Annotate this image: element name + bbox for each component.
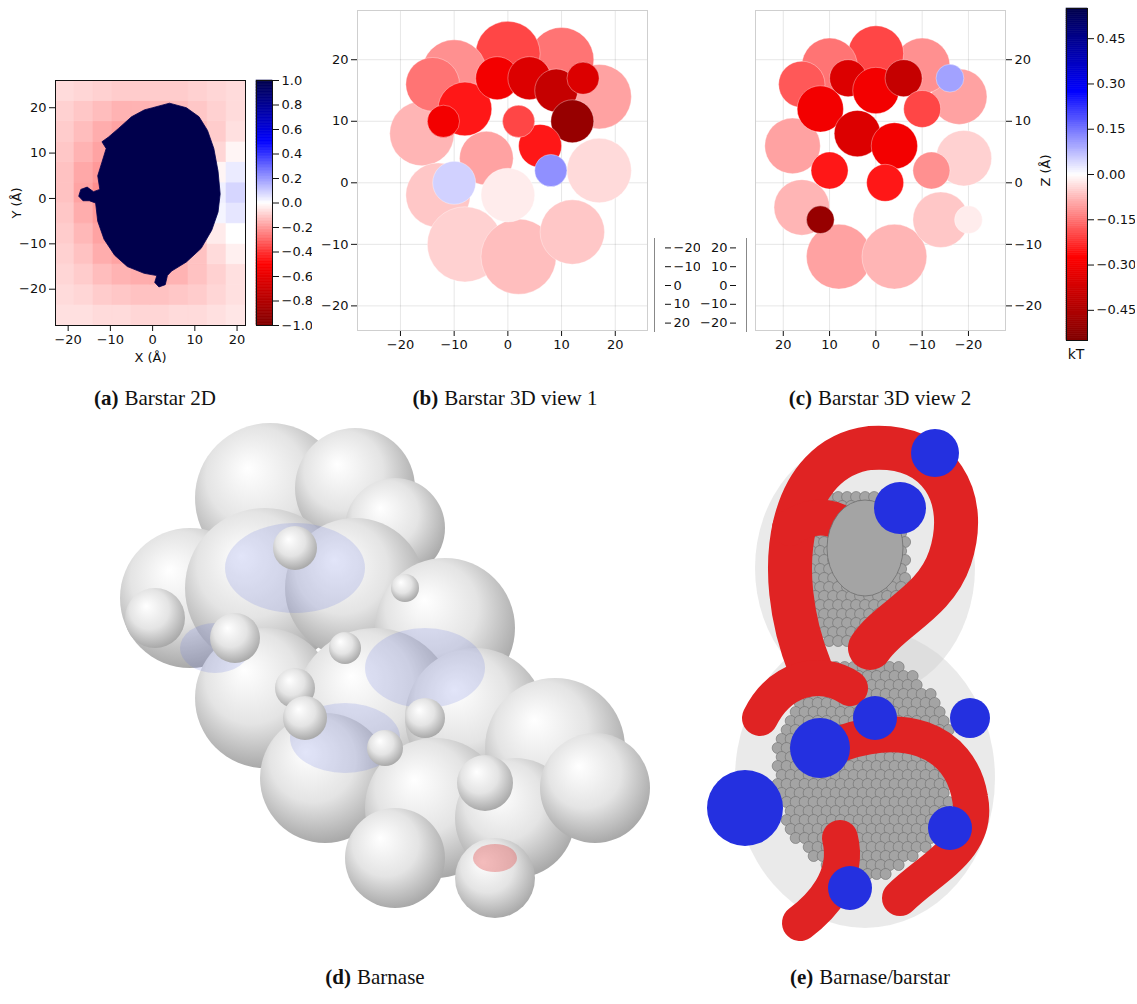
svg-text:0.0: 0.0 [282, 195, 303, 210]
svg-text:20: 20 [332, 52, 349, 67]
svg-text:−0.8: −0.8 [282, 293, 313, 308]
svg-text:20: 20 [229, 332, 246, 347]
svg-text:0: 0 [674, 278, 682, 293]
svg-text:0.00: 0.00 [1097, 167, 1126, 182]
svg-text:0: 0 [340, 175, 348, 190]
svg-text:0.15: 0.15 [1097, 121, 1126, 136]
svg-text:−10: −10 [321, 237, 348, 252]
svg-text:−20: −20 [700, 315, 727, 330]
svg-text:10: 10 [30, 145, 47, 160]
svg-text:0: 0 [148, 332, 156, 347]
svg-text:−20: −20 [955, 337, 982, 352]
svg-text:−10: −10 [908, 337, 935, 352]
svg-text:−20: −20 [674, 240, 701, 255]
svg-text:−20: −20 [321, 298, 348, 313]
svg-text:0: 0 [1015, 175, 1023, 190]
svg-text:−0.6: −0.6 [282, 269, 313, 284]
svg-text:20: 20 [775, 337, 792, 352]
svg-text:20: 20 [30, 100, 47, 115]
svg-text:20: 20 [1015, 52, 1032, 67]
svg-text:0.6: 0.6 [282, 122, 303, 137]
svg-text:−20: −20 [54, 332, 81, 347]
html-text:(e) Barnase/barstar: (e) Barnase/barstar [790, 965, 950, 989]
svg-text:0.4: 0.4 [282, 146, 303, 161]
svg-text:−0.4: −0.4 [282, 244, 313, 259]
html-text:kT: kT [1067, 346, 1085, 362]
svg-text:20: 20 [711, 240, 728, 255]
svg-text:0: 0 [872, 337, 880, 352]
svg-text:10: 10 [821, 337, 838, 352]
svg-text:0.30: 0.30 [1097, 76, 1126, 91]
svg-text:−0.2: −0.2 [282, 220, 313, 235]
html-text:(a) Barstar 2D: (a) Barstar 2D [94, 386, 216, 410]
svg-text:20: 20 [607, 337, 624, 352]
svg-text:−10: −10 [440, 337, 467, 352]
svg-text:X (Å): X (Å) [134, 350, 166, 365]
svg-text:−0.15: −0.15 [1097, 212, 1136, 227]
svg-text:0.2: 0.2 [282, 171, 303, 186]
html-text:(b) Barstar 3D view 1: (b) Barstar 3D view 1 [412, 386, 598, 410]
svg-text:Z (Å): Z (Å) [1038, 154, 1053, 186]
svg-text:10: 10 [553, 337, 570, 352]
svg-text:−10: −10 [19, 236, 46, 251]
svg-text:10: 10 [187, 332, 204, 347]
svg-text:10: 10 [332, 113, 349, 128]
svg-text:−10: −10 [1015, 237, 1042, 252]
svg-text:−20: −20 [19, 281, 46, 296]
svg-text:0: 0 [504, 337, 512, 352]
svg-text:1.0: 1.0 [282, 73, 303, 88]
svg-text:0.45: 0.45 [1097, 31, 1126, 46]
svg-text:−20: −20 [1015, 298, 1042, 313]
html-text:(d) Barnase: (d) Barnase [325, 965, 425, 989]
svg-text:10: 10 [674, 296, 691, 311]
svg-text:10: 10 [1015, 113, 1032, 128]
html-text:(c) Barstar 3D view 2: (c) Barstar 3D view 2 [788, 386, 972, 410]
svg-text:0.8: 0.8 [282, 97, 303, 112]
svg-text:−1.0: −1.0 [282, 318, 313, 333]
svg-text:−10: −10 [700, 296, 727, 311]
svg-text:−0.45: −0.45 [1097, 302, 1136, 317]
svg-text:−10: −10 [97, 332, 124, 347]
svg-text:−20: −20 [387, 337, 414, 352]
svg-text:20: 20 [674, 315, 691, 330]
svg-text:−10: −10 [674, 259, 701, 274]
svg-text:10: 10 [711, 259, 728, 274]
svg-text:0: 0 [719, 278, 727, 293]
svg-text:−0.30: −0.30 [1097, 257, 1136, 272]
svg-text:0: 0 [38, 191, 46, 206]
svg-text:Y (Å): Y (Å) [9, 187, 24, 219]
